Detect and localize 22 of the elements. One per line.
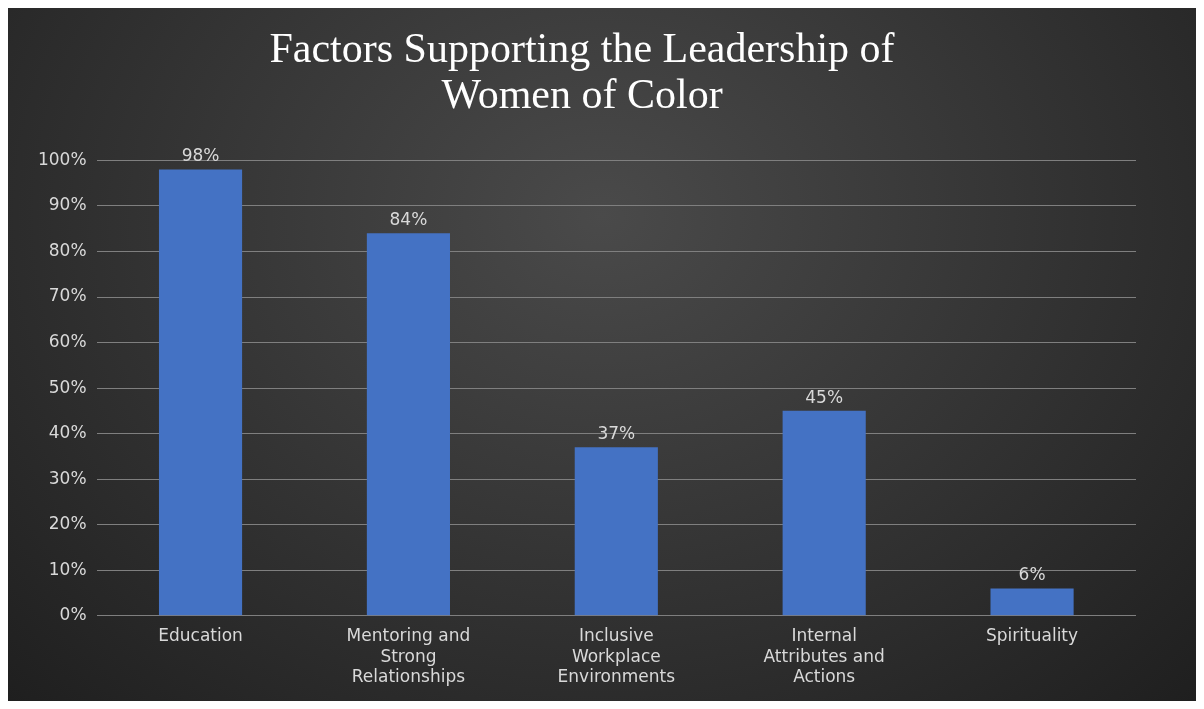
x-tick-label: Education: [158, 625, 243, 646]
y-tick-label: 10%: [48, 558, 87, 579]
y-tick-label: 100%: [37, 148, 87, 169]
y-tick-label: 90%: [48, 194, 87, 215]
data-label: 98%: [181, 145, 220, 166]
y-tick-label: 80%: [48, 239, 87, 260]
y-tick-label: 60%: [48, 330, 87, 351]
x-tick-label: Spirituality: [986, 625, 1079, 646]
data-label: 84%: [389, 209, 428, 230]
x-tick-label: Mentoring and Strong Relationships: [346, 625, 471, 687]
y-tick-label: 50%: [48, 376, 87, 397]
y-tick-label: 70%: [48, 285, 87, 306]
data-label: 37%: [597, 423, 636, 444]
data-label: 45%: [805, 386, 844, 407]
data-label: 6%: [1018, 564, 1046, 585]
y-tick-label: 0%: [59, 604, 87, 625]
y-tick-label: 40%: [48, 422, 87, 443]
chart-title: Factors Supporting the Leadership of Women of Color: [269, 25, 895, 118]
y-tick-label: 30%: [48, 467, 87, 488]
x-tick-label: Internal Attributes and Actions: [763, 625, 885, 687]
y-tick-label: 20%: [48, 513, 87, 534]
x-tick-label: Inclusive Workplace Environments: [557, 625, 676, 687]
